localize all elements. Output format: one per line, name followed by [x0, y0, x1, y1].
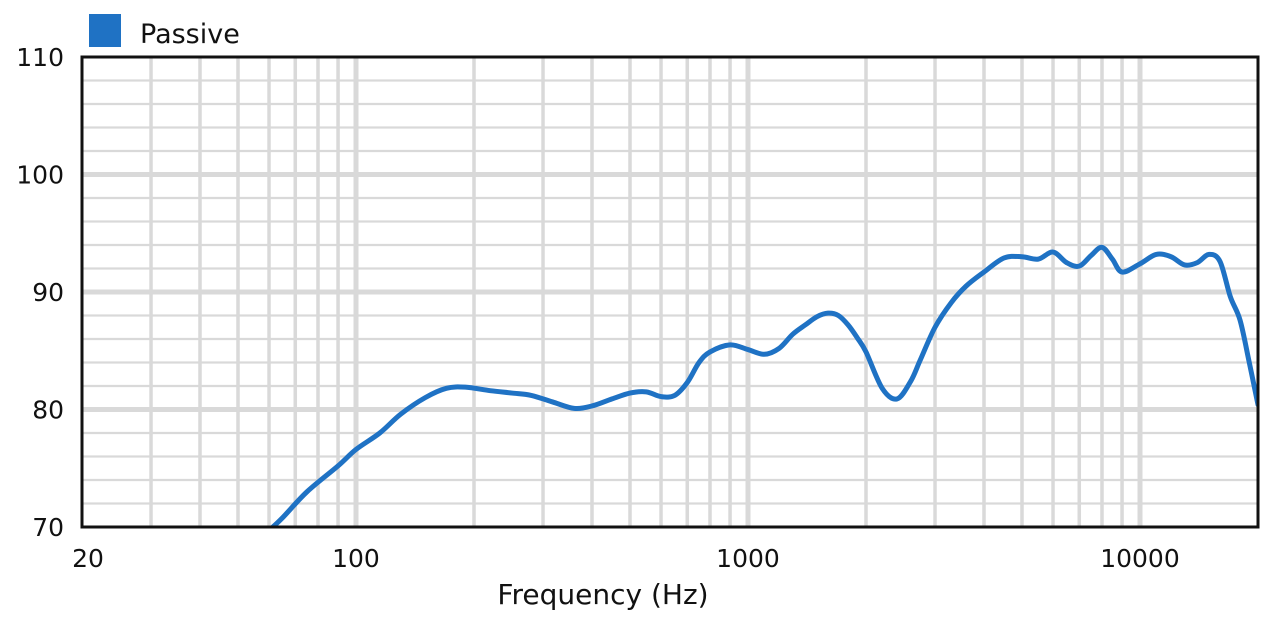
- x-axis-ticks: 20 100 1000 10000: [72, 544, 1180, 573]
- y-tick-label: 90: [32, 278, 64, 307]
- grid-lines: [82, 57, 1258, 527]
- x-tick-label: 100: [332, 544, 380, 573]
- y-axis-ticks: 110 100 90 80 70: [16, 43, 64, 542]
- y-tick-label: 110: [16, 43, 64, 72]
- x-tick-label: 20: [72, 544, 104, 573]
- y-tick-label: 80: [32, 396, 64, 425]
- y-tick-label: 100: [16, 161, 64, 190]
- legend-label-passive: Passive: [140, 19, 240, 50]
- series-line-passive: [269, 244, 1258, 527]
- legend: Passive: [89, 14, 240, 50]
- x-tick-label: 10000: [1100, 544, 1180, 573]
- x-tick-label: 1000: [716, 544, 780, 573]
- series-layer: [269, 244, 1258, 527]
- plot-frame: [80, 55, 1260, 529]
- y-tick-label: 70: [32, 513, 64, 542]
- x-axis-title: Frequency (Hz): [497, 578, 708, 611]
- legend-swatch-passive: [89, 14, 121, 47]
